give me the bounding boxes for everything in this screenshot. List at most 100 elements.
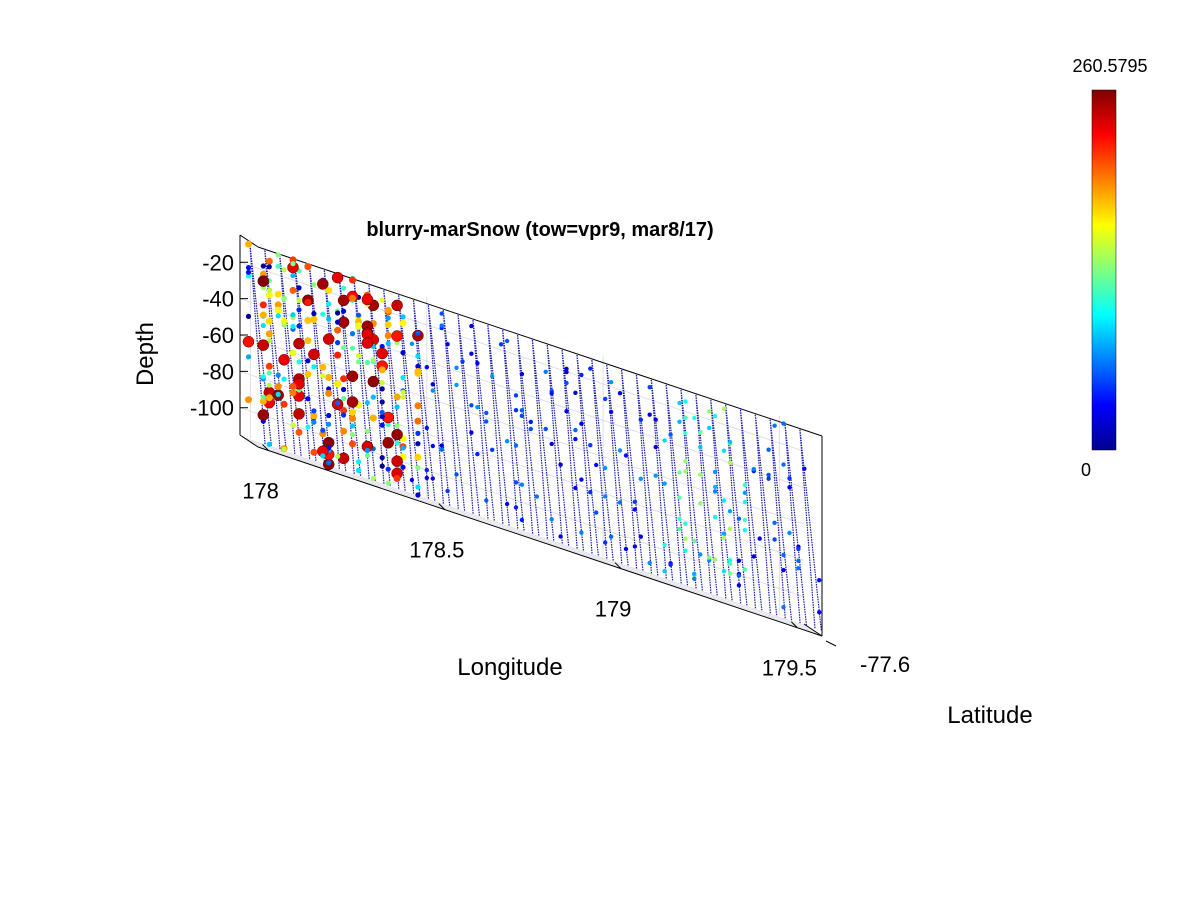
data-point — [430, 382, 435, 387]
data-point — [326, 316, 332, 322]
data-point — [379, 399, 385, 405]
data-point — [632, 507, 638, 512]
data-point — [394, 423, 400, 429]
data-point — [326, 421, 332, 427]
data-point — [385, 421, 391, 428]
data-point — [475, 361, 480, 366]
data-point — [736, 573, 742, 578]
profile-line — [709, 398, 733, 601]
data-point — [677, 470, 682, 475]
data-point — [712, 469, 718, 475]
data-point — [504, 439, 510, 444]
data-point — [341, 285, 347, 291]
data-point — [698, 430, 703, 435]
data-point — [490, 373, 495, 379]
data-point — [245, 240, 252, 248]
data-point — [335, 340, 341, 346]
profile-line — [516, 333, 540, 536]
data-point — [549, 391, 554, 396]
grid-line-floor — [244, 437, 809, 628]
data-point — [721, 569, 727, 574]
profile-line — [383, 288, 406, 491]
profile-line — [546, 343, 570, 546]
data-point — [384, 332, 392, 339]
data-point — [320, 373, 326, 379]
data-point — [319, 363, 327, 371]
y-tick-label: -77.6 — [860, 652, 910, 677]
profile-line — [695, 393, 718, 596]
data-point — [573, 427, 578, 433]
data-point — [370, 357, 376, 363]
data-point — [266, 264, 272, 270]
data-point — [662, 568, 667, 574]
data-point — [796, 566, 801, 571]
data-point — [400, 464, 406, 470]
data-point — [308, 348, 320, 361]
data-point — [340, 375, 348, 383]
data-point — [394, 404, 400, 410]
data-point — [369, 414, 377, 422]
data-point — [781, 605, 786, 610]
data-point — [683, 548, 688, 553]
data-point — [415, 330, 421, 336]
data-point — [617, 500, 623, 505]
data-point — [519, 371, 525, 377]
data-point — [558, 534, 563, 539]
data-point — [379, 463, 385, 469]
data-point — [623, 546, 629, 552]
grid-line-floor — [253, 443, 818, 634]
data-point — [245, 396, 252, 404]
data-point — [326, 301, 332, 307]
data-point — [430, 443, 435, 449]
data-point — [424, 467, 429, 473]
data-point — [275, 372, 281, 378]
data-point — [400, 445, 406, 451]
data-point — [588, 443, 593, 448]
data-point — [742, 490, 748, 495]
data-point — [334, 380, 342, 388]
data-point — [817, 610, 822, 615]
data-point — [519, 413, 525, 418]
data-point — [594, 462, 599, 468]
data-point — [310, 315, 318, 323]
data-point — [498, 342, 504, 347]
profile-line — [561, 348, 585, 551]
profile-line — [605, 363, 629, 566]
data-point — [415, 465, 421, 471]
data-point — [653, 444, 658, 450]
z-tick-label: -20 — [202, 250, 234, 275]
data-point — [379, 409, 385, 415]
data-point — [415, 353, 421, 359]
data-point — [668, 432, 673, 437]
data-point — [305, 396, 311, 402]
tick-labels: -20 -40 -60 -80 -100 178 178.5 179 179.5 -77.6 — [190, 250, 910, 680]
data-point — [364, 452, 370, 459]
box-edge-bottom-front — [257, 446, 823, 637]
profile-line — [487, 323, 510, 526]
data-point — [513, 505, 519, 510]
data-point — [334, 326, 342, 334]
data-point — [519, 482, 525, 487]
data-point — [274, 383, 282, 391]
data-point — [400, 394, 406, 400]
data-point — [274, 301, 282, 309]
profile-line — [754, 413, 778, 616]
data-point — [341, 308, 347, 314]
data-point — [662, 481, 667, 486]
data-point — [817, 578, 822, 583]
data-point — [393, 393, 401, 401]
data-point — [543, 369, 548, 374]
data-point — [662, 438, 667, 443]
data-point — [683, 536, 688, 541]
data-point — [293, 337, 305, 350]
data-point — [564, 369, 569, 375]
data-point — [707, 409, 712, 414]
data-point — [245, 313, 252, 319]
data-point — [415, 484, 421, 490]
data-point — [742, 528, 748, 533]
data-point — [727, 558, 733, 563]
data-point — [736, 583, 742, 588]
data-point — [543, 426, 548, 432]
data-point — [260, 322, 266, 329]
data-point — [698, 444, 703, 450]
